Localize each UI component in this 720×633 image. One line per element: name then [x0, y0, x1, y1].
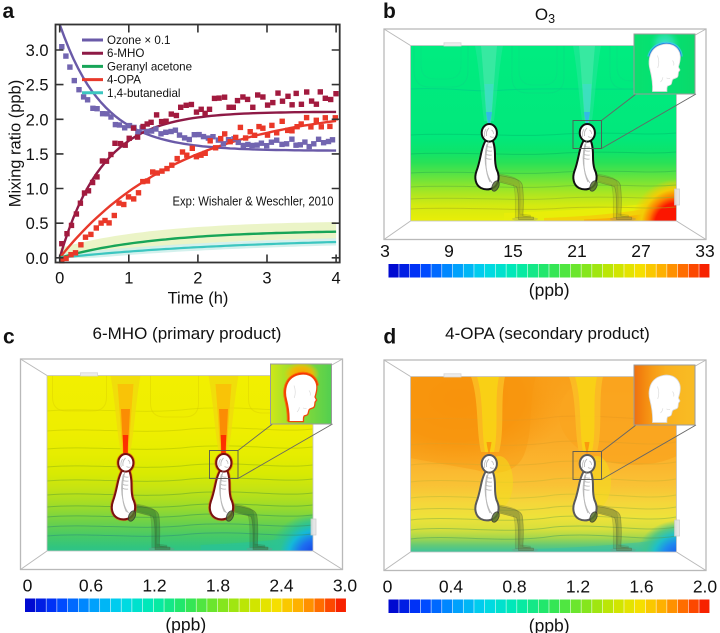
svg-text:4: 4: [332, 270, 341, 288]
svg-text:2.5: 2.5: [26, 77, 49, 95]
svg-text:2.4: 2.4: [269, 576, 294, 596]
svg-text:a: a: [3, 0, 15, 23]
svg-text:(ppb): (ppb): [529, 280, 570, 300]
svg-text:1.0: 1.0: [26, 181, 49, 199]
svg-text:3.0: 3.0: [26, 42, 49, 60]
svg-text:6-MHO (primary product): 6-MHO (primary product): [93, 324, 282, 343]
svg-text:Mixing ratio (ppb): Mixing ratio (ppb): [7, 80, 25, 207]
svg-text:9: 9: [444, 241, 454, 261]
svg-text:2: 2: [193, 270, 202, 288]
svg-text:1.2: 1.2: [566, 577, 590, 597]
svg-text:4-OPA: 4-OPA: [107, 74, 141, 87]
svg-text:Exp: Wishaler & Weschler, 2010: Exp: Wishaler & Weschler, 2010: [173, 195, 334, 209]
svg-text:21: 21: [567, 241, 586, 261]
svg-text:3.0: 3.0: [333, 576, 358, 596]
svg-text:6-MHO: 6-MHO: [107, 47, 144, 60]
svg-text:1.6: 1.6: [629, 577, 653, 597]
svg-text:O3: O3: [535, 5, 555, 26]
svg-text:0.5: 0.5: [26, 215, 49, 233]
svg-text:d: d: [383, 325, 396, 348]
svg-text:0: 0: [23, 576, 33, 596]
svg-text:1: 1: [124, 270, 133, 288]
svg-text:1,4-butanedial: 1,4-butanedial: [107, 87, 181, 100]
svg-text:3: 3: [380, 241, 390, 261]
svg-text:27: 27: [631, 241, 650, 261]
svg-text:0: 0: [383, 577, 393, 597]
svg-text:b: b: [383, 0, 396, 23]
svg-text:0: 0: [55, 270, 64, 288]
svg-text:Ozone × 0.1: Ozone × 0.1: [107, 34, 171, 47]
svg-text:c: c: [3, 325, 15, 348]
svg-text:1.2: 1.2: [142, 576, 166, 596]
svg-text:(ppb): (ppb): [529, 616, 570, 633]
svg-text:4-OPA (secondary product): 4-OPA (secondary product): [445, 324, 650, 343]
svg-text:1.5: 1.5: [26, 146, 49, 164]
svg-text:1.8: 1.8: [206, 576, 230, 596]
svg-text:2.0: 2.0: [26, 111, 49, 129]
svg-text:33: 33: [695, 241, 714, 261]
svg-text:0.8: 0.8: [502, 577, 526, 597]
svg-text:0.0: 0.0: [26, 250, 49, 268]
svg-text:Geranyl acetone: Geranyl acetone: [107, 60, 192, 73]
svg-text:0.6: 0.6: [79, 576, 103, 596]
svg-text:Time (h): Time (h): [168, 290, 229, 308]
svg-text:0.4: 0.4: [439, 577, 464, 597]
svg-text:(ppb): (ppb): [165, 615, 206, 633]
svg-text:2.0: 2.0: [693, 577, 718, 597]
svg-text:3: 3: [262, 270, 271, 288]
svg-text:15: 15: [503, 241, 522, 261]
